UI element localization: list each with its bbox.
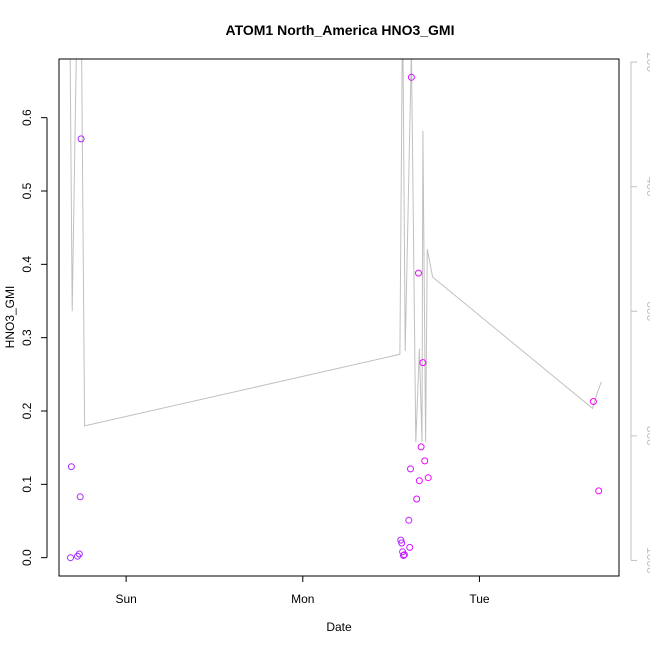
x-tick-label: Mon [291, 592, 314, 606]
data-point [67, 463, 75, 471]
y2-tick-label: 200 [644, 52, 650, 72]
data-point [74, 552, 81, 560]
y-tick-label: 0.1 [20, 476, 34, 493]
data-point [77, 135, 85, 143]
x-axis: Sun Mon Tue [115, 575, 490, 606]
data-point [76, 493, 84, 501]
y-tick-label: 0.5 [20, 182, 34, 199]
data-point [67, 554, 74, 562]
data-point [405, 516, 413, 524]
data-point [419, 359, 427, 367]
series-line [69, 59, 602, 443]
y2-tick-label: 600 [644, 301, 650, 321]
data-point [424, 474, 432, 482]
data-point [415, 269, 422, 277]
y-axis-right: 200 400 600 800 1000 [630, 52, 650, 574]
y2-tick-label: 800 [644, 426, 650, 446]
data-point [400, 551, 408, 559]
y-tick-label: 0.3 [20, 329, 34, 346]
data-point [413, 495, 421, 503]
data-point [407, 73, 415, 81]
y-tick-label: 0.4 [20, 256, 34, 273]
x-tick-label: Tue [469, 592, 490, 606]
data-point [397, 536, 405, 544]
chart-title: ATOM1 North_America HNO3_GMI [226, 22, 455, 38]
y2-tick-label: 400 [644, 177, 650, 197]
y2-tick-label: 1000 [644, 547, 650, 574]
y-tick-label: 0.6 [20, 109, 34, 126]
data-point [406, 543, 414, 551]
data-point [595, 487, 603, 495]
x-axis-label: Date [326, 620, 352, 634]
data-point [75, 550, 83, 558]
data-point [415, 477, 423, 485]
plot-frame [58, 58, 620, 577]
x-tick-label: Sun [115, 592, 136, 606]
data-point [398, 539, 406, 547]
y-axis-left: 0.0 0.1 0.2 0.3 0.4 0.5 0.6 [20, 109, 48, 566]
y-axis-label: HNO3_GMI [3, 286, 17, 349]
data-point [417, 443, 425, 451]
data-point [400, 552, 407, 559]
data-point [421, 457, 429, 465]
y-tick-label: 0.0 [20, 549, 34, 566]
y-tick-label: 0.2 [20, 402, 34, 419]
data-point [589, 398, 597, 405]
data-point [407, 465, 414, 473]
